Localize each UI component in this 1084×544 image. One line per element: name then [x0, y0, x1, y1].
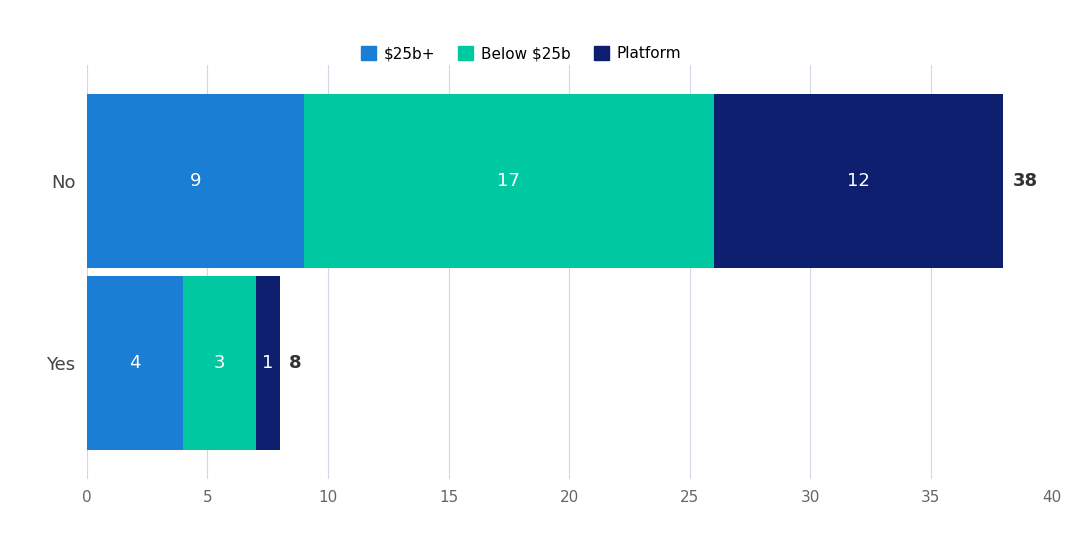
- Text: 38: 38: [1012, 172, 1038, 190]
- Bar: [256, 276, 280, 450]
- Text: 1: 1: [262, 354, 273, 372]
- Legend: $25b+, Below $25b, Platform: $25b+, Below $25b, Platform: [354, 40, 687, 67]
- Bar: [87, 276, 183, 450]
- Text: 8: 8: [289, 354, 302, 372]
- Text: 4: 4: [129, 354, 141, 372]
- Bar: [304, 94, 714, 268]
- Text: 9: 9: [190, 172, 201, 190]
- Text: 3: 3: [214, 354, 225, 372]
- Text: 12: 12: [847, 172, 870, 190]
- Bar: [87, 94, 304, 268]
- Bar: [714, 94, 1004, 268]
- Bar: [183, 276, 256, 450]
- Text: 17: 17: [498, 172, 520, 190]
